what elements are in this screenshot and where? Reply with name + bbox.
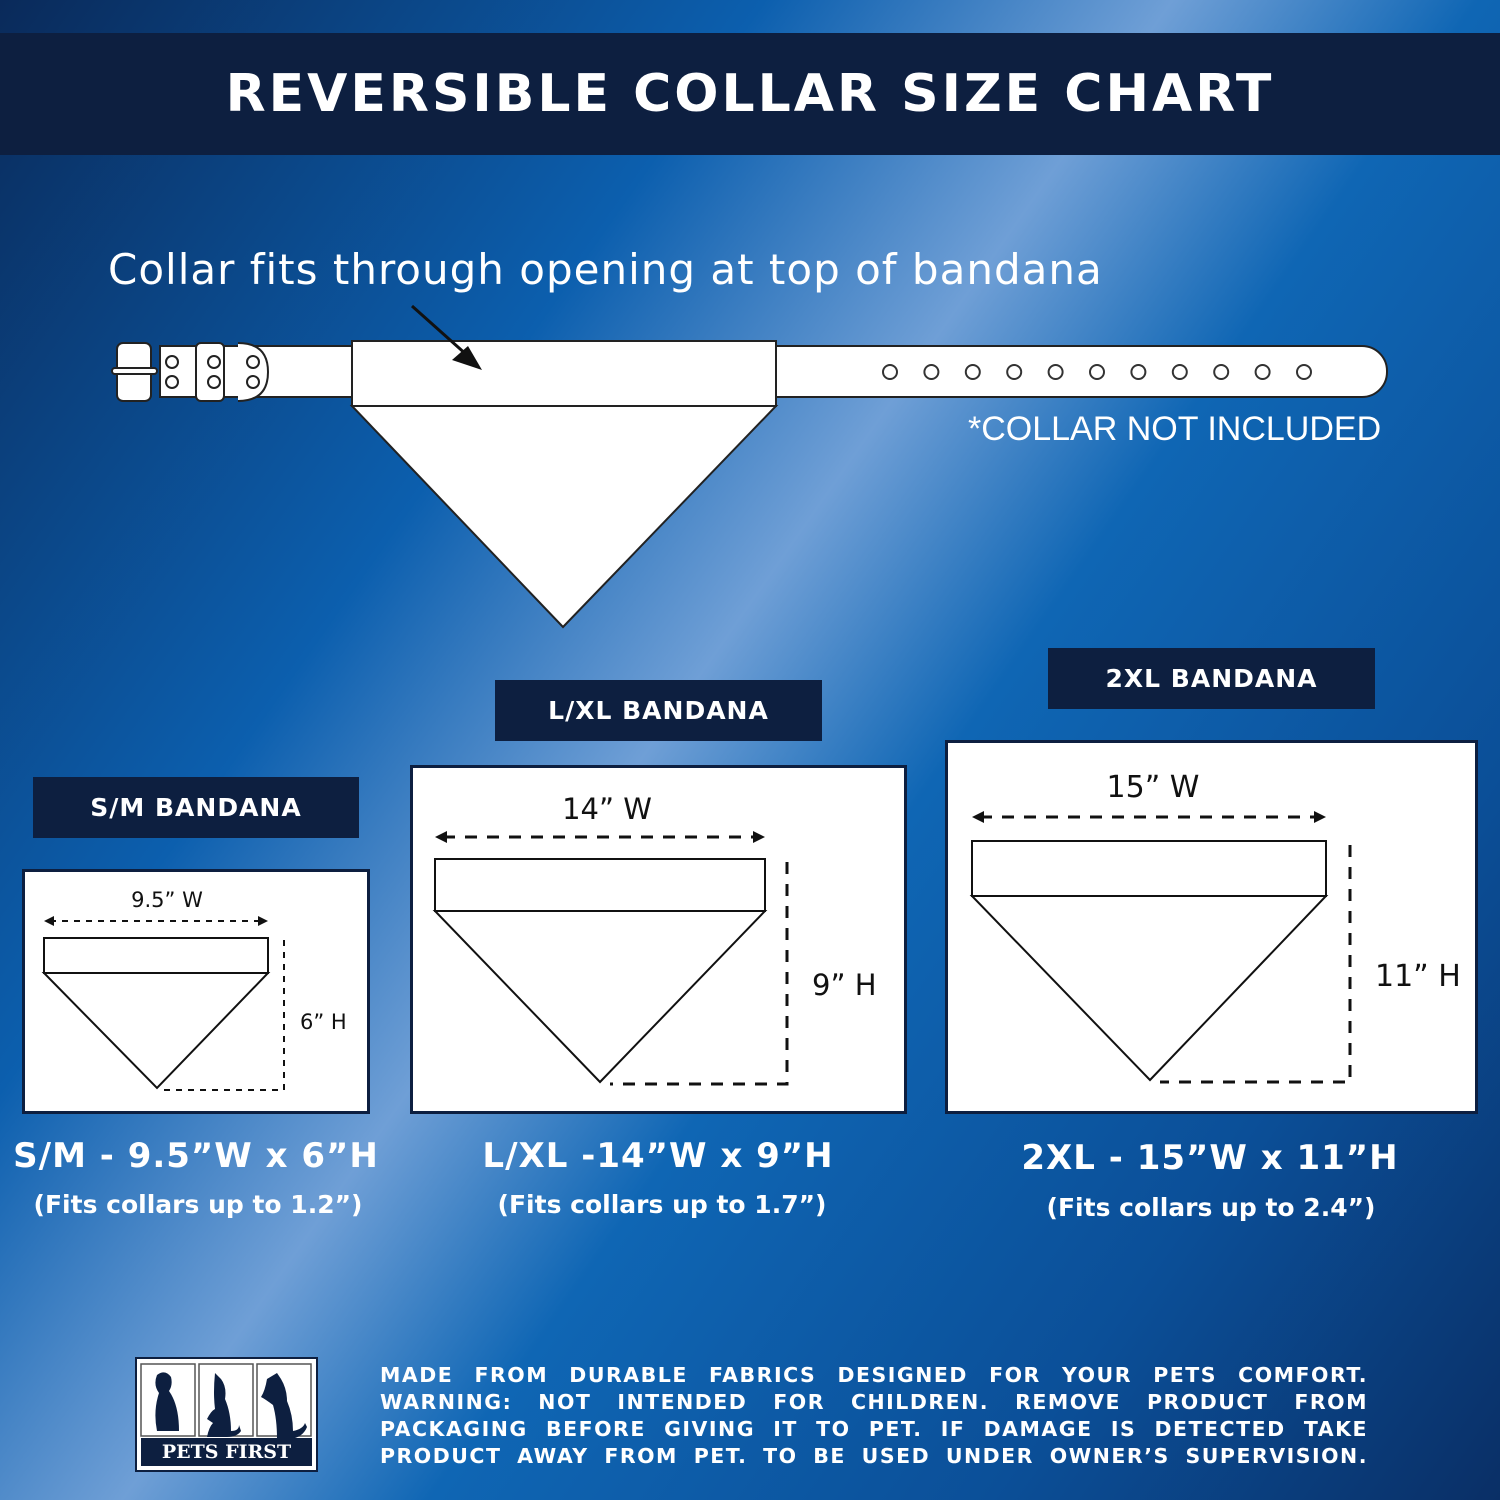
subtitle: Collar fits through opening at top of ba… — [108, 245, 1103, 294]
sm-height-label: 6” H — [300, 1010, 347, 1034]
bandana-diagrams — [41, 811, 1352, 1091]
collar-hole — [1006, 364, 1023, 380]
warning-line: MADE FROM DURABLE FABRICS DESIGNED FOR Y… — [380, 1363, 1368, 1387]
arrow-line — [411, 304, 469, 358]
2xl-caption: 2XL - 15”W x 11”H — [1021, 1138, 1399, 1178]
2xl-triangle — [969, 895, 1329, 1082]
collar-hole — [1213, 364, 1230, 380]
collar-hole — [1296, 364, 1312, 380]
bandana-band — [351, 340, 777, 407]
2xl-band — [971, 840, 1327, 897]
dog-silhouettes-icon — [140, 1363, 312, 1439]
collar-hole — [1130, 364, 1147, 380]
lxl-width-label: 14” W — [562, 792, 652, 826]
2xl-height-label: 11” H — [1375, 959, 1461, 994]
d-ring — [237, 342, 270, 402]
sm-height-dim — [163, 940, 285, 1091]
collar-hole — [882, 364, 898, 380]
arrow-head — [452, 346, 482, 370]
sm-width-label: 9.5” W — [131, 888, 203, 912]
header-bar: REVERSIBLE COLLAR SIZE CHART — [0, 33, 1500, 155]
page-title: REVERSIBLE COLLAR SIZE CHART — [225, 64, 1275, 124]
collar-hole — [923, 364, 940, 380]
brand-name: PETS FIRST — [141, 1438, 312, 1466]
lxl-height-dim — [610, 862, 789, 1086]
2xl-height-dim — [1160, 845, 1352, 1084]
collar-holes — [882, 364, 1312, 380]
2xl-width-label: 15” W — [1106, 770, 1200, 805]
sm-fits: (Fits collars up to 1.2”) — [33, 1190, 363, 1219]
collar-hole — [1254, 364, 1271, 380]
lxl-height-label: 9” H — [812, 968, 877, 1002]
buckle-prong — [111, 367, 158, 375]
size-label-lxl: L/XL BANDANA — [495, 680, 822, 741]
warning-line: PRODUCT AWAY FROM PET. TO BE USED UNDER … — [380, 1444, 1368, 1468]
collar-illustration — [111, 304, 1388, 629]
size-label-2xl: 2XL BANDANA — [1048, 648, 1375, 709]
lxl-fits: (Fits collars up to 1.7”) — [497, 1190, 827, 1219]
sm-caption: S/M - 9.5”W x 6”H — [13, 1136, 379, 1176]
collar-hole — [1089, 364, 1105, 380]
pets-first-logo: PETS FIRST — [135, 1357, 318, 1472]
lxl-band — [434, 858, 766, 912]
sm-band — [43, 937, 269, 974]
collar-hole — [964, 364, 981, 380]
sm-triangle — [41, 972, 271, 1090]
size-label-sm: S/M BANDANA — [33, 777, 359, 838]
lxl-caption: L/XL -14”W x 9”H — [482, 1136, 834, 1176]
warning-line: WARNING: NOT INTENDED FOR CHILDREN. REMO… — [380, 1390, 1368, 1414]
lxl-triangle — [432, 910, 768, 1084]
warning-line: PACKAGING BEFORE GIVING IT TO PET. IF DA… — [380, 1417, 1368, 1441]
warning-text: MADE FROM DURABLE FABRICS DESIGNED FOR Y… — [380, 1362, 1368, 1470]
2xl-fits: (Fits collars up to 2.4”) — [1046, 1193, 1376, 1222]
collar-hole — [1171, 364, 1188, 380]
collar-not-included-note: *COLLAR NOT INCLUDED — [968, 410, 1382, 448]
collar-hole — [1047, 364, 1064, 380]
